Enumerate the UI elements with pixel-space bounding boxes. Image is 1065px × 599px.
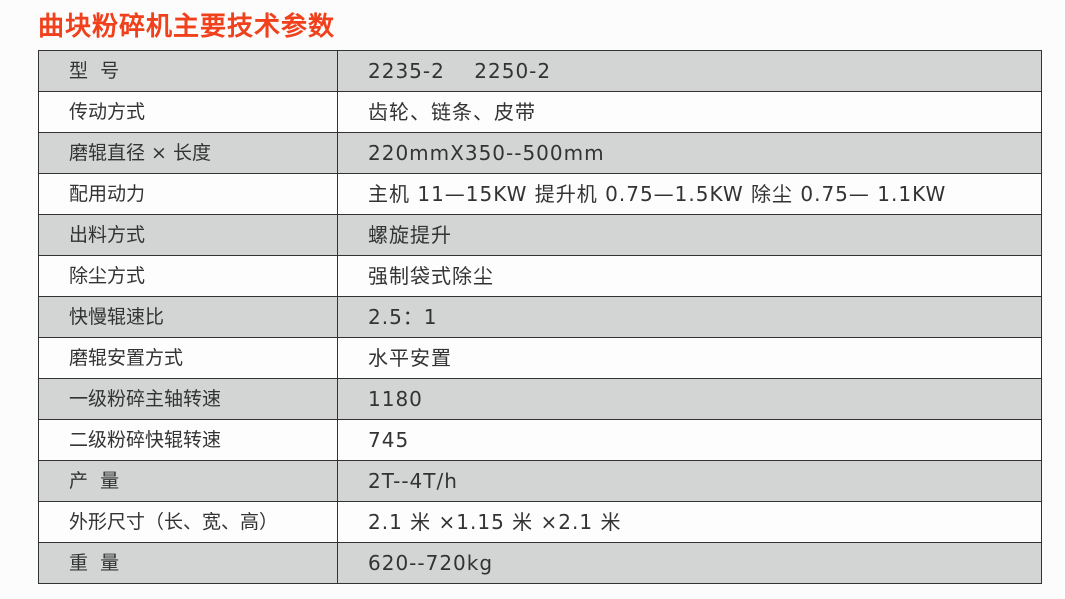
spec-value: 2.1 米 ×1.15 米 ×2.1 米 xyxy=(337,501,1042,543)
spec-label: 传动方式 xyxy=(38,91,338,133)
table-row: 一级粉碎主轴转速 1180 xyxy=(38,378,1042,420)
table-row: 传动方式 齿轮、链条、皮带 xyxy=(38,91,1042,133)
table-row: 快慢辊速比 2.5：1 xyxy=(38,296,1042,338)
spec-label: 一级粉碎主轴转速 xyxy=(38,378,338,420)
spec-label: 重 量 xyxy=(38,542,338,584)
spec-label: 型 号 xyxy=(38,50,338,92)
spec-label: 二级粉碎快辊转速 xyxy=(38,419,338,461)
page-title: 曲块粉碎机主要技术参数 xyxy=(38,12,336,42)
table-row: 磨辊安置方式 水平安置 xyxy=(38,337,1042,379)
spec-table: 型 号 2235-2 2250-2 传动方式 齿轮、链条、皮带 磨辊直径 × 长度 220… xyxy=(38,50,1042,584)
spec-value: 220mmX350--500mm xyxy=(337,132,1042,174)
table-row: 产 量 2T--4T/h xyxy=(38,460,1042,502)
spec-value: 2T--4T/h xyxy=(337,460,1042,502)
spec-value: 螺旋提升 xyxy=(337,214,1042,256)
table-row: 重 量 620--720kg xyxy=(38,542,1042,584)
spec-value: 2235-2 2250-2 xyxy=(337,50,1042,92)
spec-label: 快慢辊速比 xyxy=(38,296,338,338)
spec-label: 磨辊直径 × 长度 xyxy=(38,132,338,174)
table-row: 出料方式 螺旋提升 xyxy=(38,214,1042,256)
spec-label: 配用动力 xyxy=(38,173,338,215)
spec-label: 除尘方式 xyxy=(38,255,338,297)
spec-label: 出料方式 xyxy=(38,214,338,256)
table-row: 外形尺寸（长、宽、高） 2.1 米 ×1.15 米 ×2.1 米 xyxy=(38,501,1042,543)
spec-label: 磨辊安置方式 xyxy=(38,337,338,379)
spec-value: 水平安置 xyxy=(337,337,1042,379)
spec-value: 强制袋式除尘 xyxy=(337,255,1042,297)
spec-label: 产 量 xyxy=(38,460,338,502)
spec-value: 主机 11—15KW 提升机 0.75—1.5KW 除尘 0.75— 1.1KW xyxy=(337,173,1042,215)
spec-value: 745 xyxy=(337,419,1042,461)
table-row: 配用动力 主机 11—15KW 提升机 0.75—1.5KW 除尘 0.75— 1… xyxy=(38,173,1042,215)
spec-label: 外形尺寸（长、宽、高） xyxy=(38,501,338,543)
spec-value: 齿轮、链条、皮带 xyxy=(337,91,1042,133)
spec-value: 1180 xyxy=(337,378,1042,420)
spec-value: 620--720kg xyxy=(337,542,1042,584)
spec-value: 2.5：1 xyxy=(337,296,1042,338)
table-row: 二级粉碎快辊转速 745 xyxy=(38,419,1042,461)
table-row: 除尘方式 强制袋式除尘 xyxy=(38,255,1042,297)
table-row: 磨辊直径 × 长度 220mmX350--500mm xyxy=(38,132,1042,174)
table-row: 型 号 2235-2 2250-2 xyxy=(38,50,1042,92)
